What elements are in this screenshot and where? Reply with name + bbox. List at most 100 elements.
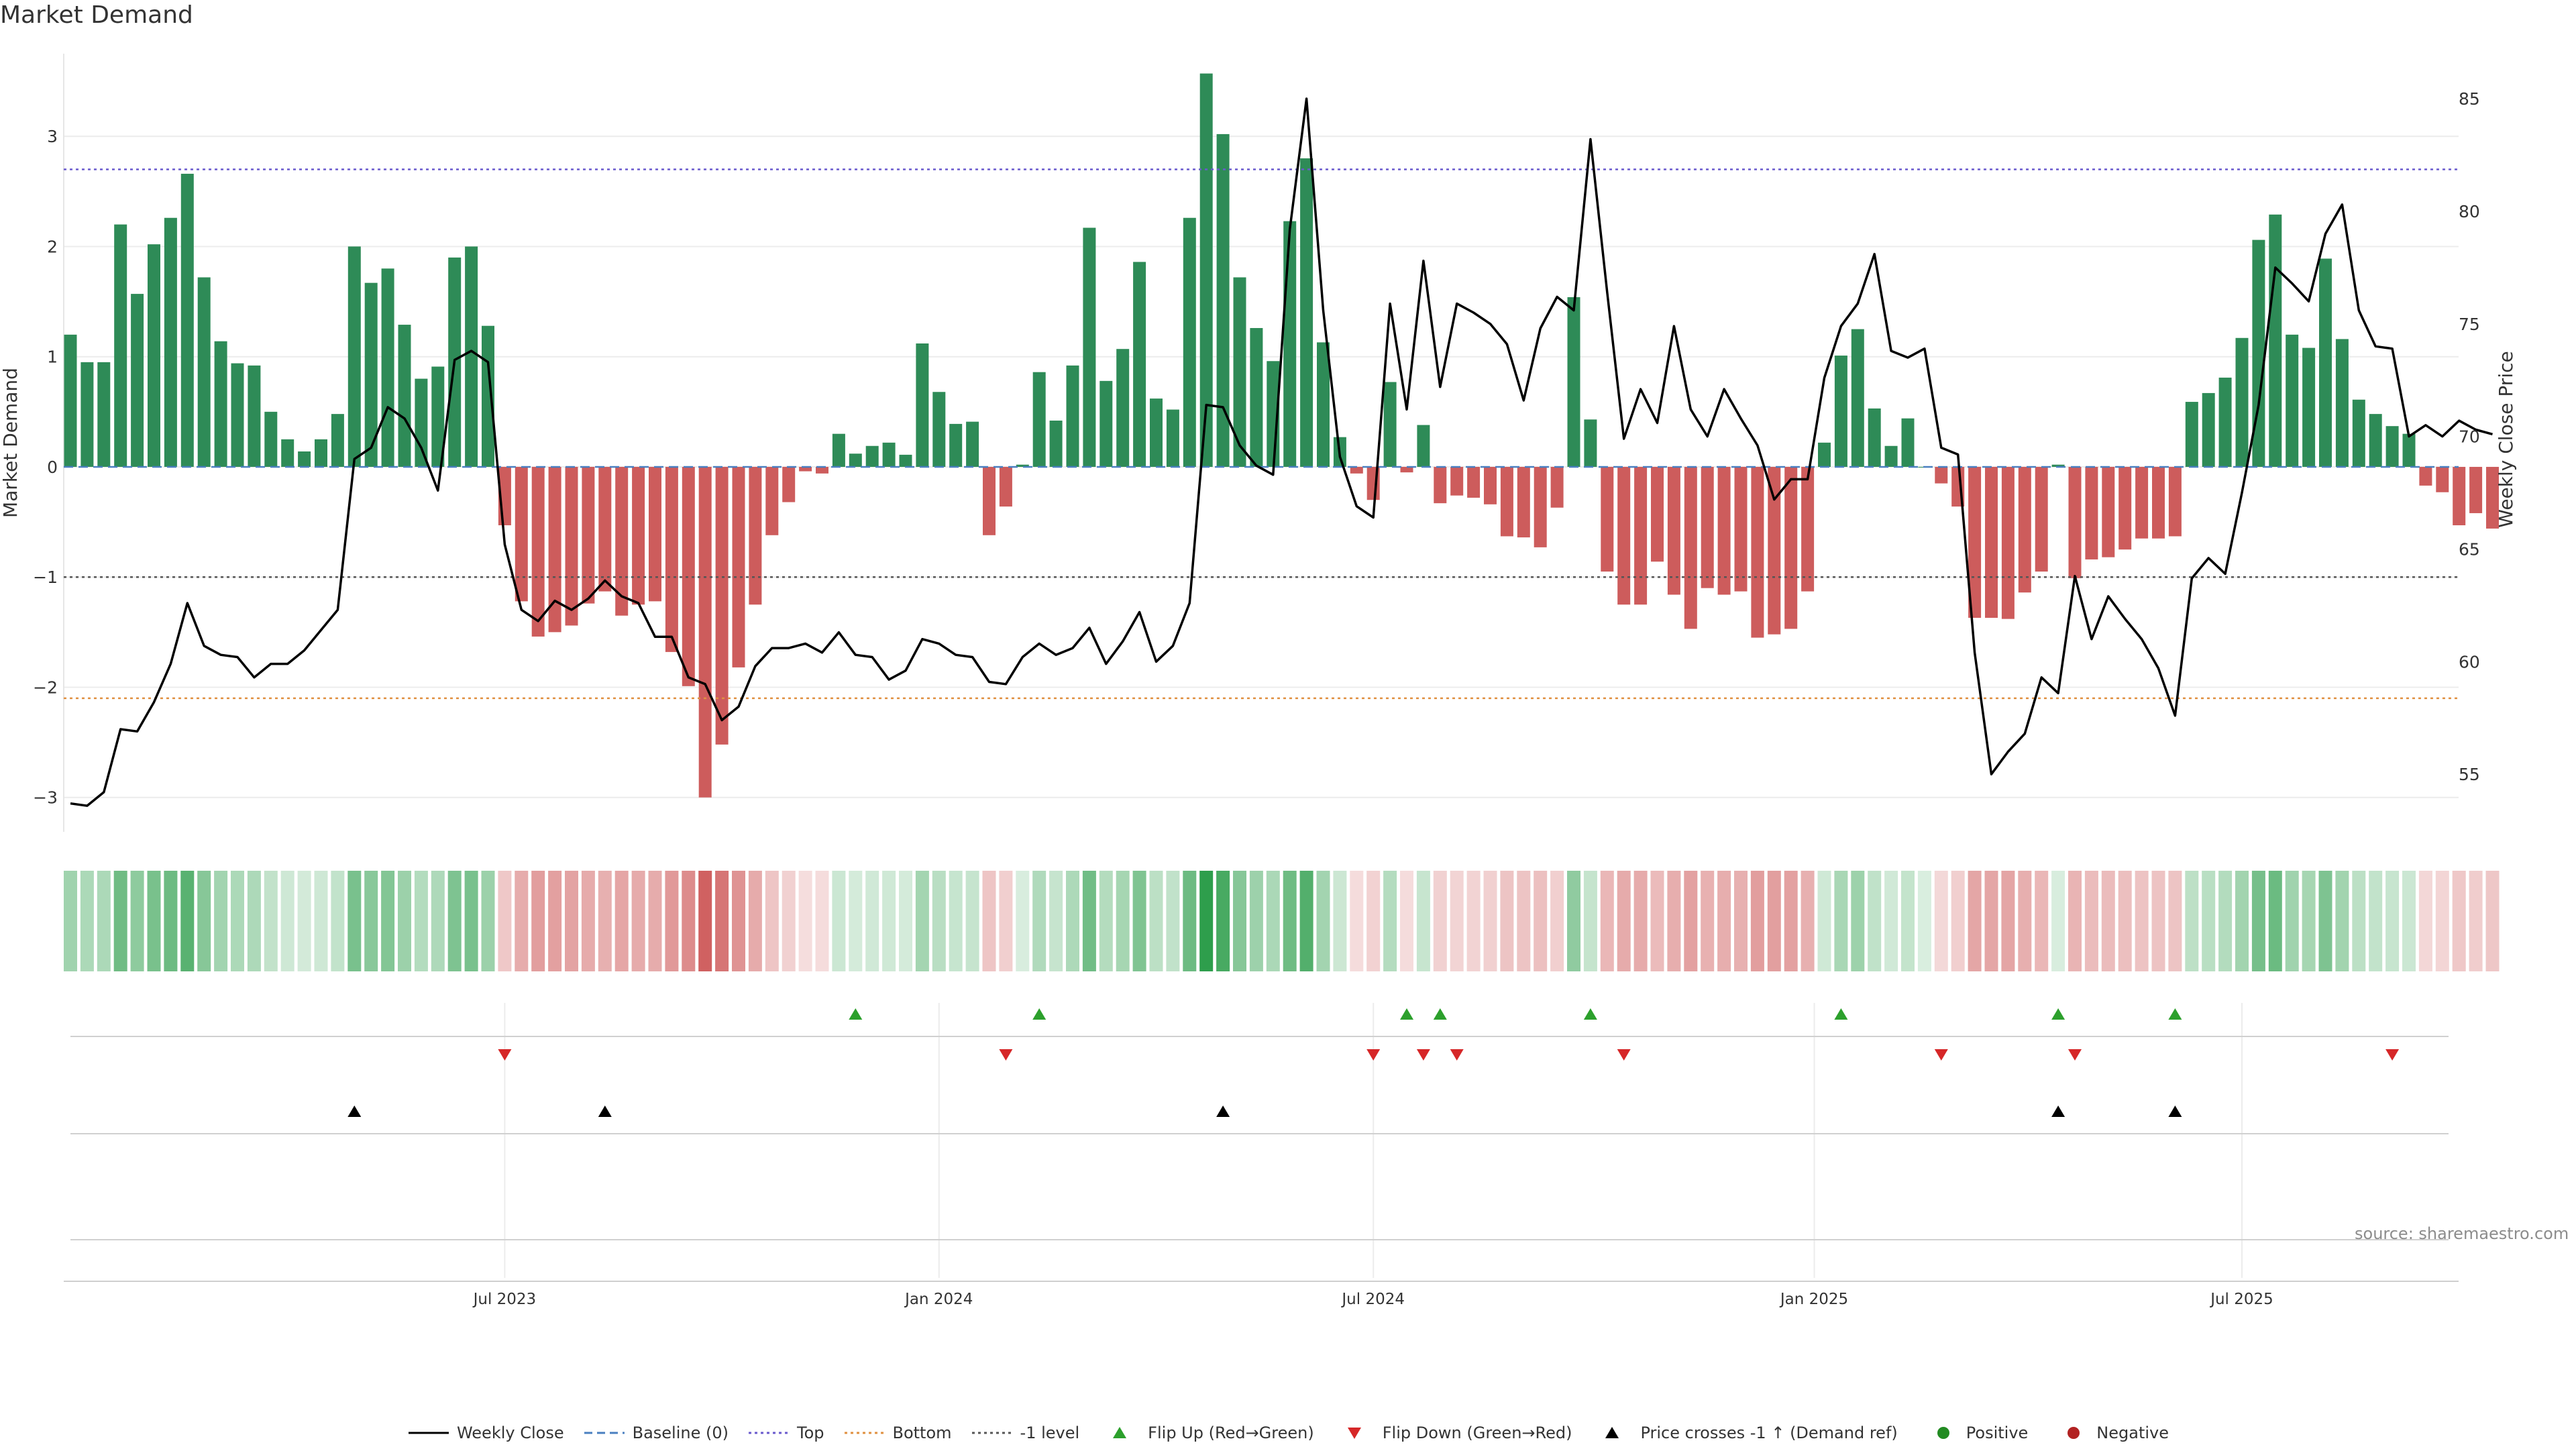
- heat-cell: [498, 871, 512, 971]
- demand-bar: [1383, 382, 1397, 467]
- demand-bar: [799, 466, 812, 472]
- demand-bar: [1834, 356, 1847, 467]
- legend-item: Bottom: [843, 1424, 952, 1442]
- legend-swatch-icon: [1113, 1427, 1127, 1438]
- heat-cell: [1082, 871, 1096, 971]
- heat-cell: [1366, 871, 1381, 971]
- demand-bar: [1584, 419, 1597, 467]
- demand-bar: [1968, 466, 1982, 618]
- legend-label: Bottom: [892, 1424, 952, 1442]
- demand-bar: [999, 466, 1012, 507]
- heat-cell: [2168, 871, 2182, 971]
- demand-bar: [1517, 466, 1530, 538]
- legend-label: Baseline (0): [632, 1424, 729, 1442]
- demand-bar: [148, 244, 160, 467]
- demand-bar: [164, 217, 177, 467]
- heat-cell: [1483, 871, 1497, 971]
- x-tick-label: Jul 2025: [2209, 1291, 2273, 1308]
- heat-cell: [631, 871, 645, 971]
- heat-cell: [1817, 871, 1831, 971]
- heat-cell: [515, 871, 529, 971]
- demand-bar: [849, 453, 862, 467]
- demand-bar: [264, 411, 278, 467]
- demand-bar: [2051, 464, 2065, 467]
- demand-bar: [1717, 466, 1731, 595]
- flip-up-marker: [2168, 1008, 2182, 1020]
- demand-bar: [1868, 408, 1881, 467]
- heat-cell: [1633, 871, 1648, 971]
- demand-bar: [1467, 466, 1481, 498]
- demand-bar: [2152, 466, 2165, 539]
- price-cross-marker: [598, 1106, 612, 1117]
- heat-cell: [715, 871, 729, 971]
- heat-cell: [364, 871, 378, 971]
- y2-tick-label: 60: [2459, 652, 2480, 672]
- heat-cell: [331, 871, 345, 971]
- heat-cell: [1450, 871, 1464, 971]
- demand-bar: [1751, 466, 1764, 638]
- legend-label: Flip Down (Green→Red): [1382, 1424, 1572, 1442]
- flip-down-marker: [498, 1049, 512, 1061]
- legend-item: Positive: [1917, 1424, 2028, 1442]
- heat-cell: [1684, 871, 1698, 971]
- demand-bar: [2035, 466, 2048, 572]
- demand-bar: [1801, 466, 1815, 592]
- demand-bar: [2218, 377, 2232, 467]
- demand-bar: [882, 442, 896, 467]
- heat-cell: [2151, 871, 2165, 971]
- flip-down-marker: [1416, 1049, 1430, 1061]
- heat-cell: [581, 871, 595, 971]
- flip-up-marker: [1032, 1008, 1046, 1020]
- heat-cell: [1917, 871, 1931, 971]
- flip-down-marker: [1366, 1049, 1381, 1061]
- heat-cell: [1667, 871, 1681, 971]
- heat-cell: [648, 871, 662, 971]
- legend-item: Negative: [2047, 1424, 2169, 1442]
- demand-bar: [1317, 342, 1330, 467]
- heat-cell: [347, 871, 362, 971]
- legend-swatch-icon: [2068, 1427, 2080, 1439]
- heat-cell: [1968, 871, 1982, 971]
- legend-swatch-icon: [1347, 1428, 1361, 1439]
- demand-bar: [1651, 466, 1664, 562]
- heat-cell: [1316, 871, 1330, 971]
- heat-cell: [1801, 871, 1815, 971]
- heat-cell: [164, 871, 178, 971]
- heat-cell: [2285, 871, 2299, 971]
- y-tick-label: −2: [33, 678, 58, 697]
- heat-cell: [1550, 871, 1564, 971]
- demand-bar: [582, 466, 595, 604]
- x-tick-label: Jul 2023: [472, 1291, 537, 1308]
- heat-cell: [231, 871, 244, 971]
- heat-cell: [264, 871, 278, 971]
- demand-bar: [1484, 466, 1497, 504]
- price-cross-marker: [2168, 1106, 2182, 1117]
- heat-cell: [1333, 871, 1347, 971]
- demand-bar: [832, 433, 845, 467]
- heat-cell: [999, 871, 1013, 971]
- heat-cell: [932, 871, 946, 971]
- legend-swatch-icon: [1605, 1427, 1619, 1438]
- demand-bar: [1049, 420, 1063, 467]
- heat-cell: [1984, 871, 1998, 971]
- demand-bar: [2135, 466, 2149, 539]
- legend-item: Price crosses -1 ↑ (Demand ref): [1591, 1424, 1898, 1442]
- demand-bar: [732, 466, 745, 667]
- heat-cell: [1701, 871, 1715, 971]
- demand-bar: [1617, 466, 1631, 605]
- legend-item: Weekly Close: [407, 1424, 564, 1442]
- heat-cell: [97, 871, 111, 971]
- heat-cell: [2318, 871, 2332, 971]
- demand-bar: [966, 421, 979, 467]
- demand-bar: [632, 466, 645, 605]
- demand-bar: [231, 363, 244, 467]
- demand-bar: [1150, 398, 1163, 467]
- demand-bar: [1166, 409, 1179, 467]
- y-tick-label: 2: [47, 237, 58, 256]
- heat-cell: [1350, 871, 1364, 971]
- heat-cell: [748, 871, 762, 971]
- y-tick-label: 3: [47, 127, 58, 146]
- heat-cell: [1567, 871, 1580, 971]
- heat-cell: [832, 871, 846, 971]
- heat-cell: [297, 871, 311, 971]
